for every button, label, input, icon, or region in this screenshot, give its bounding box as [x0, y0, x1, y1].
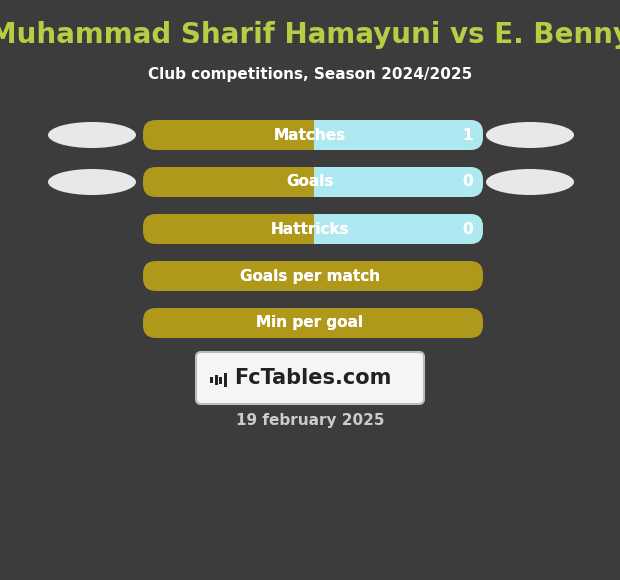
FancyBboxPatch shape [143, 261, 483, 291]
FancyBboxPatch shape [143, 214, 483, 244]
Bar [210, 377, 213, 383]
Text: Min per goal: Min per goal [257, 316, 363, 331]
Text: Muhammad Sharif Hamayuni vs E. Benny: Muhammad Sharif Hamayuni vs E. Benny [0, 21, 620, 49]
Text: Matches: Matches [274, 128, 346, 143]
Text: 19 february 2025: 19 february 2025 [236, 412, 384, 427]
Text: 1: 1 [463, 128, 473, 143]
Bar [300, 214, 314, 244]
Text: Goals: Goals [286, 175, 334, 190]
Text: Goals per match: Goals per match [240, 269, 380, 284]
Text: 1: 1 [463, 128, 473, 143]
FancyBboxPatch shape [196, 352, 424, 404]
FancyBboxPatch shape [300, 120, 483, 150]
FancyBboxPatch shape [300, 167, 483, 197]
Text: Club competitions, Season 2024/2025: Club competitions, Season 2024/2025 [148, 67, 472, 82]
Bar [300, 167, 314, 197]
Bar [300, 120, 314, 150]
Text: Min per goal: Min per goal [257, 316, 363, 331]
Text: FcTables.com: FcTables.com [234, 368, 391, 388]
Text: Hattricks: Hattricks [271, 222, 349, 237]
Text: Matches: Matches [274, 128, 346, 143]
Ellipse shape [486, 122, 574, 148]
Text: Goals: Goals [286, 175, 334, 190]
Bar [223, 373, 226, 387]
Text: Hattricks: Hattricks [271, 222, 349, 237]
Bar [219, 376, 222, 383]
Ellipse shape [48, 169, 136, 195]
Text: 0: 0 [463, 175, 473, 190]
Ellipse shape [486, 169, 574, 195]
FancyBboxPatch shape [143, 167, 483, 197]
FancyBboxPatch shape [300, 214, 483, 244]
Ellipse shape [48, 122, 136, 148]
Text: 0: 0 [463, 175, 473, 190]
Text: 0: 0 [463, 222, 473, 237]
Text: Goals per match: Goals per match [240, 269, 380, 284]
FancyBboxPatch shape [143, 308, 483, 338]
Text: 0: 0 [463, 222, 473, 237]
FancyBboxPatch shape [143, 120, 483, 150]
Bar [215, 375, 218, 385]
